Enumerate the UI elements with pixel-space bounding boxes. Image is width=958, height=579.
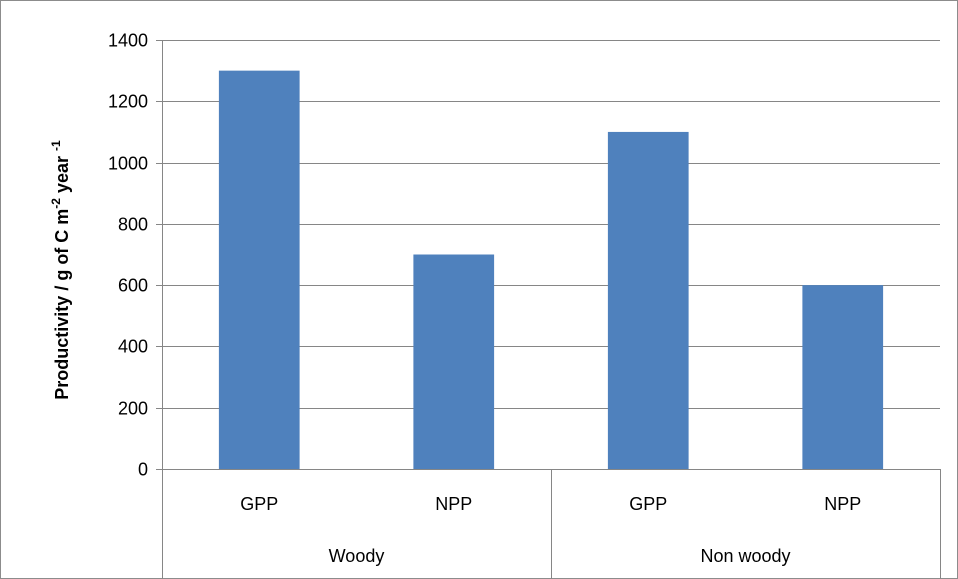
y-tick-label: 1400 <box>108 31 148 51</box>
y-axis-label-mid: year <box>52 151 72 198</box>
x-group-labels: Woody Non woody <box>329 546 791 566</box>
bar <box>218 70 300 470</box>
axes <box>156 40 941 579</box>
y-tick-labels: 0 200 400 600 800 1000 1200 1400 <box>108 31 148 480</box>
y-axis-label-sup1: -2 <box>49 198 63 209</box>
x-tick-label: GPP <box>240 494 278 514</box>
x-tick-labels: GPP NPP GPP NPP <box>240 494 861 514</box>
y-tick-label: 0 <box>138 460 148 480</box>
y-axis-label-sup2: -1 <box>49 140 63 151</box>
y-tick-label: 600 <box>118 276 148 296</box>
y-tick-label: 200 <box>118 399 148 419</box>
bars <box>218 70 884 470</box>
y-tick-label: 1200 <box>108 92 148 112</box>
x-group-label: Woody <box>329 546 385 566</box>
x-tick-label: GPP <box>629 494 667 514</box>
bar <box>413 254 495 469</box>
y-tick-label: 400 <box>118 337 148 357</box>
x-group-label: Non woody <box>700 546 790 566</box>
bar <box>607 131 689 469</box>
x-tick-label: NPP <box>824 494 861 514</box>
y-tick-label: 1000 <box>108 154 148 174</box>
bar <box>802 285 884 469</box>
y-axis-label-main: Productivity / g of C m <box>52 209 72 400</box>
x-tick-label: NPP <box>435 494 472 514</box>
y-tick-label: 800 <box>118 215 148 235</box>
y-axis-label: Productivity / g of C m-2 year -1 <box>49 140 72 400</box>
